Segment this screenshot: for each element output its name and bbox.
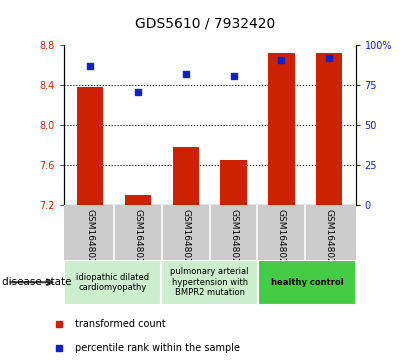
Point	[182, 71, 189, 77]
Text: pulmonary arterial
hypertension with
BMPR2 mutation: pulmonary arterial hypertension with BMP…	[171, 267, 249, 297]
Bar	[268, 53, 295, 205]
Point	[230, 73, 237, 79]
Point	[56, 345, 62, 351]
Bar	[64, 260, 161, 305]
Bar	[316, 53, 342, 205]
Bar	[173, 147, 199, 205]
Text: transformed count: transformed count	[75, 319, 166, 329]
Point	[326, 55, 332, 61]
Bar	[220, 160, 247, 205]
Bar	[161, 260, 258, 305]
Point	[134, 89, 141, 95]
Text: healthy control: healthy control	[270, 278, 343, 287]
Text: GSM1648025: GSM1648025	[181, 209, 190, 270]
Text: GSM1648026: GSM1648026	[229, 209, 238, 270]
Text: percentile rank within the sample: percentile rank within the sample	[75, 343, 240, 353]
Text: GDS5610 / 7932420: GDS5610 / 7932420	[135, 16, 276, 30]
Point	[56, 321, 62, 327]
Text: idiopathic dilated
cardiomyopathy: idiopathic dilated cardiomyopathy	[76, 273, 149, 292]
Text: GSM1648027: GSM1648027	[277, 209, 286, 270]
Text: GSM1648024: GSM1648024	[133, 209, 142, 270]
Text: GSM1648028: GSM1648028	[325, 209, 334, 270]
Point	[278, 57, 285, 63]
Bar	[77, 87, 103, 205]
Text: disease state: disease state	[2, 277, 72, 287]
Point	[87, 63, 93, 69]
Text: GSM1648023: GSM1648023	[85, 209, 95, 270]
Bar	[258, 260, 356, 305]
Bar	[125, 195, 151, 205]
